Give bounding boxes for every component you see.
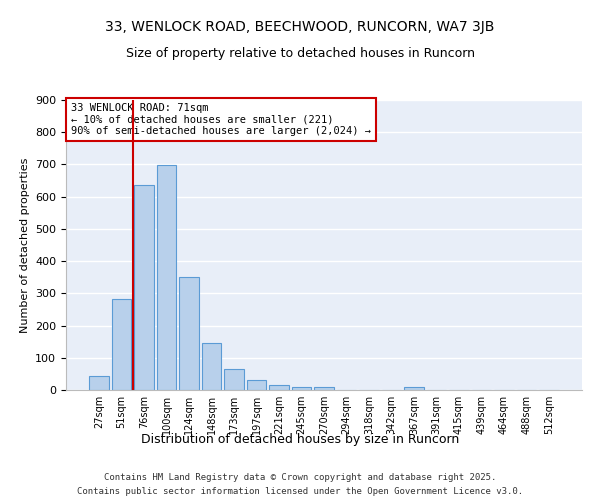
Bar: [112, 299, 131, 390]
Bar: [179, 277, 199, 390]
Bar: [134, 186, 154, 390]
Bar: [292, 387, 311, 390]
Bar: [157, 166, 176, 390]
Bar: [247, 380, 266, 390]
Text: 33 WENLOCK ROAD: 71sqm
← 10% of detached houses are smaller (221)
90% of semi-de: 33 WENLOCK ROAD: 71sqm ← 10% of detached…: [71, 103, 371, 136]
Text: Contains HM Land Registry data © Crown copyright and database right 2025.: Contains HM Land Registry data © Crown c…: [104, 472, 496, 482]
Bar: [314, 388, 334, 390]
Bar: [224, 369, 244, 390]
Bar: [202, 344, 221, 390]
Bar: [89, 376, 109, 390]
Bar: [269, 385, 289, 390]
Text: Size of property relative to detached houses in Runcorn: Size of property relative to detached ho…: [125, 48, 475, 60]
Y-axis label: Number of detached properties: Number of detached properties: [20, 158, 29, 332]
Text: Contains public sector information licensed under the Open Government Licence v3: Contains public sector information licen…: [77, 488, 523, 496]
Bar: [404, 388, 424, 390]
Text: 33, WENLOCK ROAD, BEECHWOOD, RUNCORN, WA7 3JB: 33, WENLOCK ROAD, BEECHWOOD, RUNCORN, WA…: [106, 20, 494, 34]
Text: Distribution of detached houses by size in Runcorn: Distribution of detached houses by size …: [141, 432, 459, 446]
